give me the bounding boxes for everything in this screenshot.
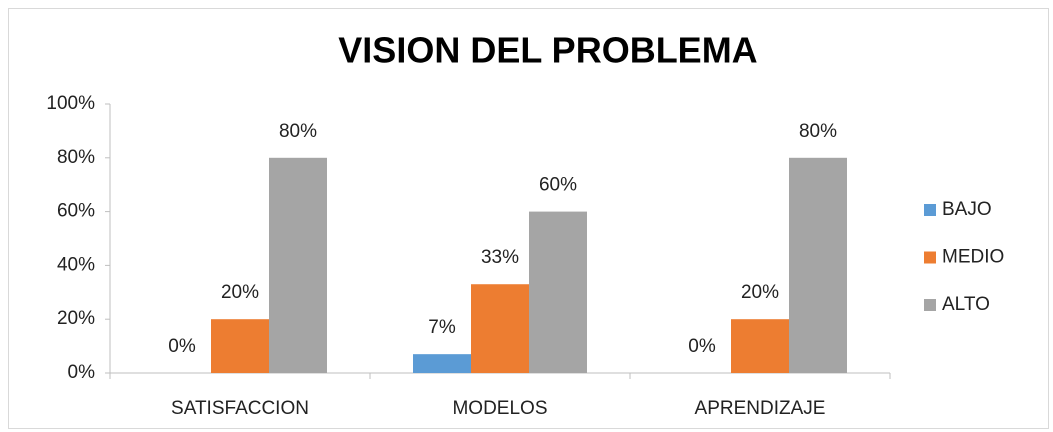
bar (413, 354, 471, 373)
bar (269, 157, 327, 373)
bar (789, 157, 847, 373)
y-tick-label: 60% (57, 201, 95, 222)
bar (731, 319, 789, 373)
data-label: 7% (428, 317, 456, 338)
chart-border (8, 8, 1049, 429)
y-tick-label: 80% (57, 147, 95, 168)
bar (471, 284, 529, 373)
data-label: 33% (481, 247, 519, 268)
data-label: 0% (168, 336, 196, 357)
legend-label: ALTO (942, 294, 990, 315)
y-tick-label: 0% (68, 362, 96, 383)
x-tick-label: APRENDIZAJE (695, 398, 826, 419)
legend-swatch (924, 251, 936, 264)
legend-label: BAJO (942, 199, 992, 220)
y-tick-label: 100% (46, 93, 95, 114)
data-label: 80% (279, 121, 317, 142)
y-tick-label: 40% (57, 254, 95, 275)
data-label: 0% (688, 336, 716, 357)
bar (529, 211, 587, 373)
data-label: 20% (741, 282, 779, 303)
legend-label: MEDIO (942, 247, 1004, 268)
legend-swatch (924, 299, 936, 311)
y-tick-label: 20% (57, 308, 95, 329)
data-label: 60% (539, 175, 577, 196)
x-tick-label: SATISFACCION (171, 398, 309, 419)
x-tick-label: MODELOS (452, 398, 547, 419)
chart-title: VISION DEL PROBLEMA (338, 30, 757, 71)
legend-swatch (924, 204, 936, 216)
data-label: 20% (221, 282, 259, 303)
data-label: 80% (799, 121, 837, 142)
bar (211, 319, 269, 373)
